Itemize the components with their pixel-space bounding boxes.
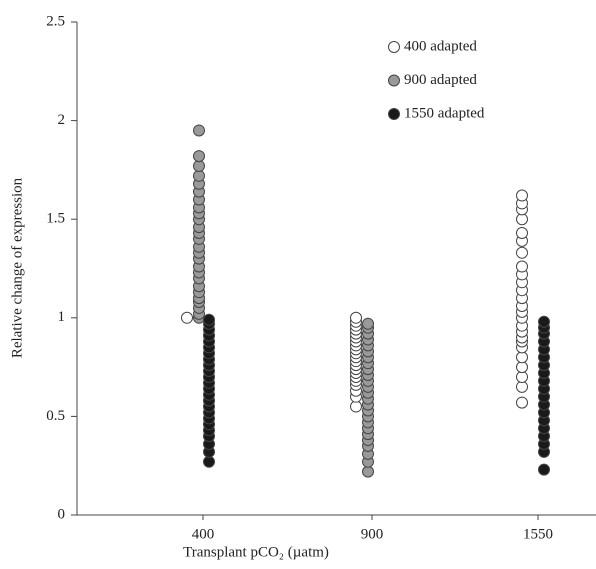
y-tick-label: 0 [58, 506, 66, 522]
point [538, 463, 550, 476]
legend-label: 900 adapted [404, 72, 477, 88]
y-tick-label: 1.5 [46, 211, 65, 227]
point [516, 380, 528, 393]
x-tick-label: 1550 [523, 526, 553, 542]
x-tick-label: 900 [361, 526, 384, 542]
point [516, 361, 528, 374]
point [516, 189, 528, 202]
y-tick-label: 0.5 [46, 408, 65, 424]
x-tick-label: 400 [192, 526, 215, 542]
point [516, 351, 528, 364]
point [181, 311, 193, 324]
point [516, 260, 528, 273]
legend-marker [388, 108, 400, 120]
point [193, 150, 205, 163]
point [193, 159, 205, 172]
x-axis-label: Transplant pCO₂ (µatm) [183, 544, 329, 560]
point [538, 315, 550, 328]
legend-marker [388, 41, 400, 53]
point [362, 465, 374, 478]
y-tick-label: 2 [58, 112, 66, 128]
y-tick-label: 2.5 [46, 13, 65, 29]
point [350, 311, 362, 324]
point [203, 313, 215, 326]
point [193, 124, 205, 137]
point [350, 400, 362, 413]
point [203, 455, 215, 468]
legend-label: 1550 adapted [404, 105, 485, 121]
point [193, 169, 205, 182]
point [516, 370, 528, 383]
point [516, 213, 528, 226]
y-tick-label: 1 [58, 309, 66, 325]
point [362, 317, 374, 330]
point [516, 246, 528, 259]
point [516, 227, 528, 240]
y-axis-label: Relative change of expression [9, 177, 25, 358]
point [516, 396, 528, 409]
legend-marker [388, 74, 400, 87]
legend-label: 400 adapted [404, 38, 477, 54]
